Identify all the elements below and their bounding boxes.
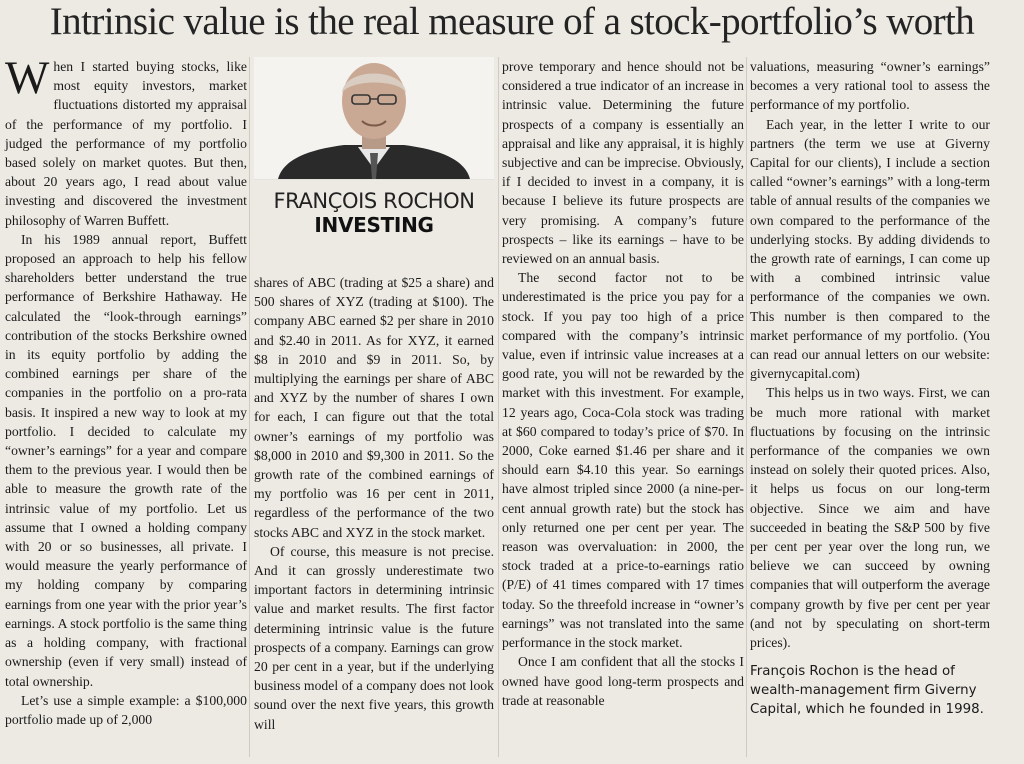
paragraph: Each year, in the letter I write to our … — [750, 116, 990, 382]
paragraph: Once I am confident that all the stocks … — [502, 654, 744, 708]
column-divider — [498, 57, 499, 757]
paragraph: Of course, this measure is not precise. … — [254, 543, 494, 732]
section-label: INVESTING — [314, 213, 434, 237]
column-3: prove temporary and hence should not be … — [502, 57, 744, 710]
paragraph: This helps us in two ways. First, we can… — [750, 385, 990, 651]
author-box: FRANÇOIS ROCHON INVESTING — [254, 57, 494, 267]
paragraph: The second factor not to be underestimat… — [502, 270, 744, 651]
author-name: FRANÇOIS ROCHON — [273, 189, 475, 213]
paragraph: Let’s use a simple example: a $100,000 p… — [5, 692, 247, 727]
paragraph: In his 1989 annual report, Buffett propo… — [5, 231, 247, 689]
author-bio: François Rochon is the head of wealth-ma… — [750, 664, 984, 718]
paragraph: valuations, measuring “owner’s earnings”… — [750, 59, 990, 113]
column-4: valuations, measuring “owner’s earnings”… — [750, 57, 990, 719]
column-divider — [249, 57, 250, 757]
author-portrait-icon — [254, 57, 494, 179]
headline: Intrinsic value is the real measure of a… — [49, 0, 975, 43]
column-divider — [746, 57, 747, 757]
column-2: shares of ABC (trading at $25 a share) a… — [254, 273, 494, 734]
paragraph: shares of ABC (trading at $25 a share) a… — [254, 275, 494, 540]
paragraph: prove temporary and hence should not be … — [502, 59, 744, 267]
byline: FRANÇOIS ROCHON INVESTING — [254, 189, 494, 237]
author-photo — [254, 57, 494, 180]
drop-cap: W — [5, 52, 50, 104]
